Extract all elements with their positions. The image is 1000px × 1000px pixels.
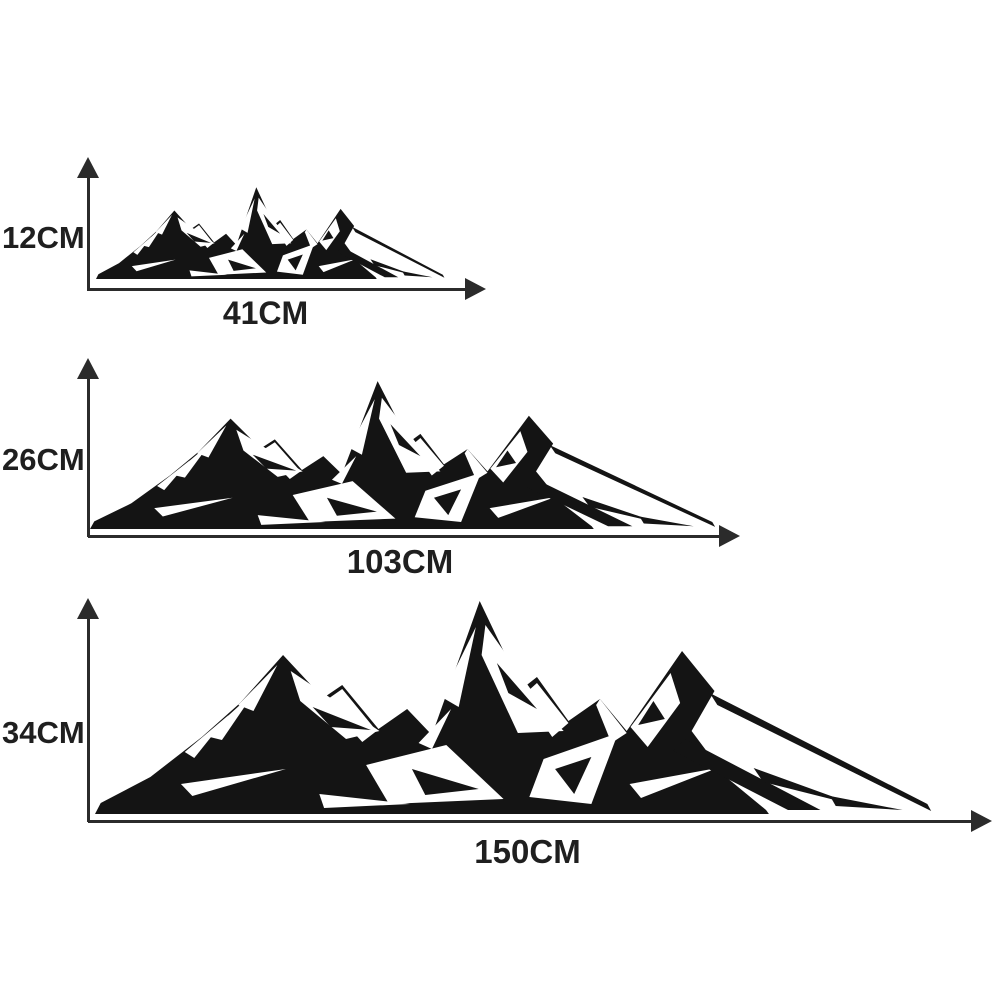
width-axis-line xyxy=(88,288,466,291)
width-dimension-label: 41CM xyxy=(222,295,309,331)
right-arrow-icon xyxy=(971,810,992,832)
up-arrow-icon xyxy=(77,157,99,178)
width-axis-line xyxy=(88,820,972,823)
width-dimension-label: 103CM xyxy=(346,543,454,580)
right-arrow-icon xyxy=(465,278,486,300)
width-axis-line xyxy=(88,535,720,538)
height-axis-line xyxy=(87,375,90,537)
up-arrow-icon xyxy=(77,598,99,619)
height-axis-line xyxy=(87,615,90,822)
height-axis-line xyxy=(87,174,90,291)
height-dimension-label: 12CM xyxy=(2,220,85,255)
mountain-decal-graphic xyxy=(95,598,935,814)
height-dimension-label: 26CM xyxy=(2,442,85,477)
up-arrow-icon xyxy=(77,358,99,379)
width-dimension-label: 150CM xyxy=(474,833,581,870)
right-arrow-icon xyxy=(719,525,740,547)
height-dimension-label: 34CM xyxy=(2,715,85,750)
